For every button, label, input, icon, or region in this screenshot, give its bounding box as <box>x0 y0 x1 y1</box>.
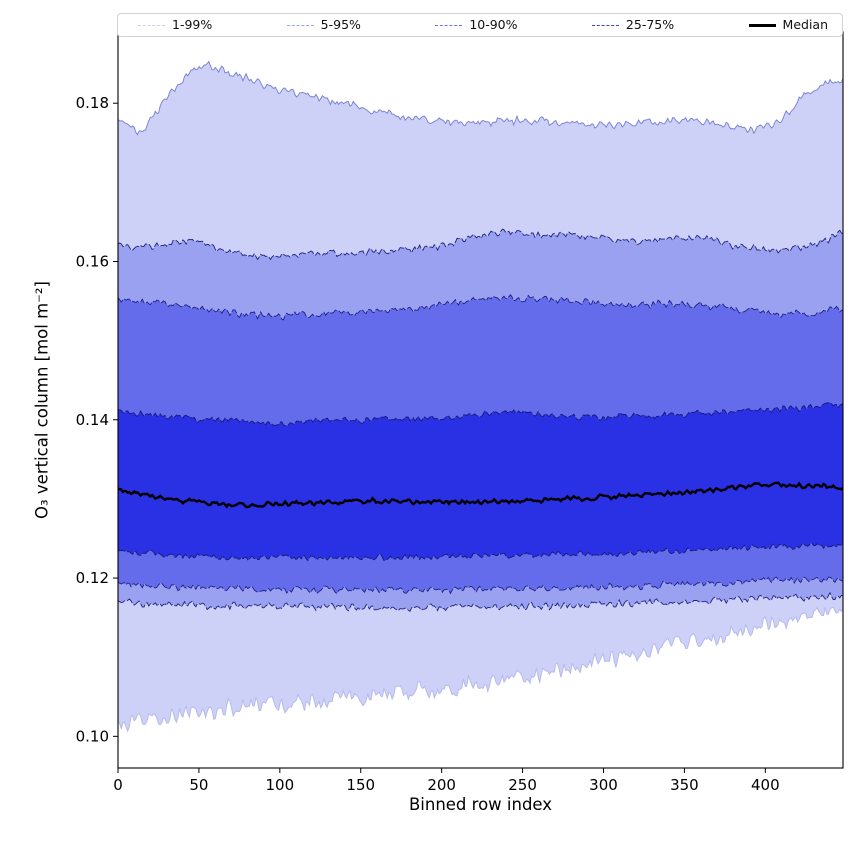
legend-item-1-99%: 1-99% <box>138 16 213 32</box>
y-tick-label: 0.14 <box>76 411 109 429</box>
legend-item-5-95%: 5-95% <box>286 16 361 32</box>
legend-label: 25-75% <box>625 16 675 32</box>
percentile-line-p75 <box>117 402 844 427</box>
x-tick-label: 50 <box>189 776 208 794</box>
percentile-line-p90 <box>117 294 844 321</box>
legend-label: 5-95% <box>320 16 361 32</box>
percentile-line-p95 <box>117 228 844 261</box>
legend-line-sample <box>591 24 619 26</box>
median-line <box>117 481 844 509</box>
legend-item-Median: Median <box>748 16 828 32</box>
x-tick-label: 300 <box>589 776 618 794</box>
legend-label: 10-90% <box>469 16 518 32</box>
y-tick-label: 0.18 <box>76 94 109 112</box>
legend: 1-99% 5-95% 10-90% 25-75% Median <box>117 13 843 37</box>
x-axis-label: Binned row index <box>408 795 553 814</box>
legend-item-10-90%: 10-90% <box>435 16 518 32</box>
legend-label: 1-99% <box>172 16 213 32</box>
y-axis-label: O₃ vertical column [mol m⁻²] <box>32 281 52 519</box>
x-tick-label: 100 <box>266 776 295 794</box>
legend-item-25-75%: 25-75% <box>591 16 675 32</box>
y-tick-label: 0.12 <box>76 569 109 587</box>
x-tick-label: 200 <box>427 776 456 794</box>
y-tick-label: 0.16 <box>76 253 109 271</box>
y-tick-label: 0.10 <box>76 727 109 745</box>
percentile-line-p1 <box>117 606 844 733</box>
legend-line-sample <box>138 24 165 26</box>
x-tick-label: 150 <box>346 776 375 794</box>
percentile-line-p10 <box>117 576 844 595</box>
legend-line-sample <box>748 23 776 27</box>
x-tick-label: 250 <box>508 776 537 794</box>
legend-line-sample <box>435 24 463 26</box>
percentile-line-p25 <box>117 542 844 562</box>
percentile-line-p99 <box>117 60 844 136</box>
x-tick-label: 0 <box>113 776 123 794</box>
percentile-line-p5 <box>117 591 844 612</box>
legend-line-sample <box>286 24 314 26</box>
legend-label: Median <box>782 16 828 32</box>
x-tick-label: 350 <box>670 776 699 794</box>
band-25-75% <box>118 402 843 561</box>
x-tick-label: 400 <box>751 776 780 794</box>
